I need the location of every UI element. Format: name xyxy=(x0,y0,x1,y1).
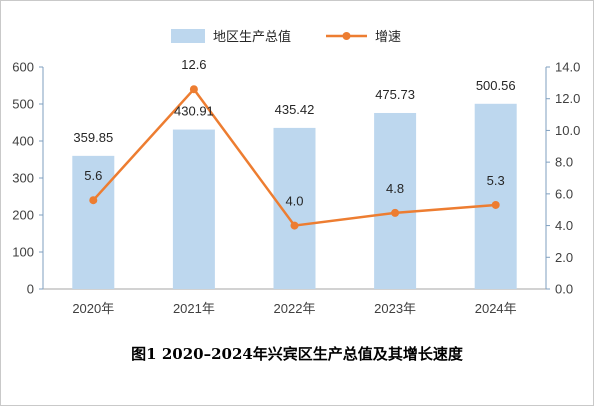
y-left-tick-label: 100 xyxy=(12,245,34,260)
y-right-tick-label: 2.0 xyxy=(555,250,573,265)
y-right-tick-label: 12.0 xyxy=(555,91,580,106)
y-left-tick-label: 400 xyxy=(12,134,34,149)
y-right-tick-label: 4.0 xyxy=(555,218,573,233)
bar xyxy=(72,155,115,289)
y-left-tick-label: 500 xyxy=(12,97,34,112)
x-tick-label: 2021年 xyxy=(173,301,215,316)
bar xyxy=(474,103,517,289)
bar-series xyxy=(72,103,517,290)
x-tick-label: 2023年 xyxy=(374,301,416,316)
line-point xyxy=(89,196,98,205)
x-tick-label: 2022年 xyxy=(274,301,316,316)
line-value-label: 12.6 xyxy=(181,57,206,72)
y-left-tick-label: 0 xyxy=(27,282,34,297)
line-series xyxy=(89,85,500,230)
y-right-tick-label: 0.0 xyxy=(555,282,573,297)
line-point xyxy=(391,208,400,217)
legend-bar-swatch xyxy=(171,29,205,43)
data-labels: 359.85 430.91 435.42 475.73 500.56 5.6 12.6 4.0… xyxy=(73,57,515,208)
y-left-tick-label: 300 xyxy=(12,171,34,186)
x-tick-label: 2020年 xyxy=(72,301,114,316)
line-point xyxy=(189,85,198,94)
line-point xyxy=(290,221,299,230)
y-right-tick-label: 10.0 xyxy=(555,123,580,138)
line-value-label: 5.3 xyxy=(487,173,505,188)
line-value-label: 5.6 xyxy=(84,168,102,183)
legend-line-label: 增速 xyxy=(375,30,401,45)
bar xyxy=(172,129,215,289)
bar-value-label: 475.73 xyxy=(375,87,415,102)
y-left-tick-label: 200 xyxy=(12,208,34,223)
y-left-tick-label: 600 xyxy=(12,60,34,75)
bar-value-label: 500.56 xyxy=(476,78,516,93)
line-point xyxy=(491,200,500,209)
line-value-label: 4.8 xyxy=(386,181,404,196)
chart-caption: 图1 2020–2024年兴宾区生产总值及其增长速度 xyxy=(131,345,464,363)
y-right-tick-label: 6.0 xyxy=(555,186,573,201)
axes: 0 100 200 300 400 500 600 0.0 2.0 4.0 6.0 8.0 10.0 12… xyxy=(12,60,580,317)
legend-line-marker xyxy=(342,32,351,40)
legend-bar-label: 地区生产总值 xyxy=(213,29,291,45)
bar xyxy=(374,112,417,290)
x-tick-label: 2024年 xyxy=(475,301,517,316)
y-right-tick-label: 8.0 xyxy=(555,155,573,170)
bar-value-label: 359.85 xyxy=(73,130,113,145)
bar-value-label: 430.91 xyxy=(174,104,214,119)
bar-value-label: 435.42 xyxy=(275,102,315,117)
legend: 地区生产总值 增速 xyxy=(171,29,401,45)
y-right-tick-label: 14.0 xyxy=(555,60,580,75)
line-value-label: 4.0 xyxy=(285,194,303,209)
